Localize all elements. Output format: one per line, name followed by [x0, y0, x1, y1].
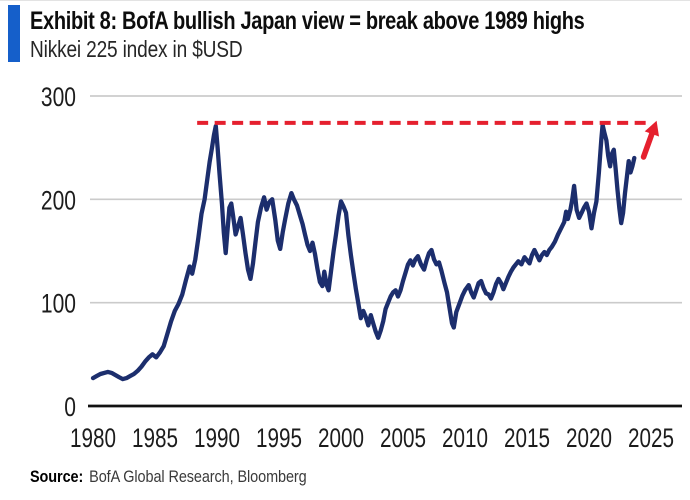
- y-tick-label: 300: [41, 82, 76, 112]
- x-tick-label: 2005: [380, 423, 426, 453]
- x-tick-label: 1980: [70, 423, 116, 453]
- exhibit-subtitle: Nikkei 225 index in $USD: [30, 36, 243, 62]
- y-tick-label: 200: [41, 185, 76, 215]
- exhibit-accent-bar: [8, 5, 20, 62]
- x-tick-label: 2010: [442, 423, 488, 453]
- source-line: Source: BofA Global Research, Bloomberg: [30, 467, 307, 487]
- y-tick-label: 100: [41, 289, 76, 319]
- breakout-arrow-shaft: [640, 129, 656, 160]
- y-tick-label: 0: [64, 392, 76, 422]
- x-tick-label: 1995: [256, 423, 302, 453]
- source-label: Source:: [30, 467, 84, 486]
- top-divider: [0, 0, 690, 1]
- x-tick-label: 2000: [318, 423, 364, 453]
- x-tick-label: 1990: [194, 423, 240, 453]
- breakout-arrow-head: [644, 120, 659, 137]
- x-tick-label: 1985: [132, 423, 178, 453]
- x-tick-label: 2020: [566, 423, 612, 453]
- x-tick-label: 2025: [628, 423, 674, 453]
- exhibit-title: Exhibit 8: BofA bullish Japan view = bre…: [30, 7, 585, 35]
- nikkei-usd-line: [90, 122, 637, 382]
- source-text: BofA Global Research, Bloomberg: [89, 467, 307, 486]
- x-tick-label: 2015: [504, 423, 550, 453]
